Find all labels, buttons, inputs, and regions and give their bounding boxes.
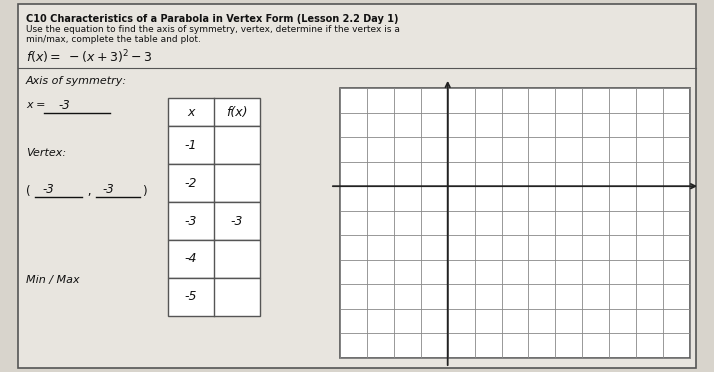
Text: -5: -5 <box>185 291 197 304</box>
Text: -3: -3 <box>102 183 114 196</box>
Text: C10 Characteristics of a Parabola in Vertex Form (Lesson 2.2 Day 1): C10 Characteristics of a Parabola in Ver… <box>26 14 398 24</box>
Text: min/max, complete the table and plot.: min/max, complete the table and plot. <box>26 35 201 44</box>
Text: Axis of symmetry:: Axis of symmetry: <box>26 76 127 86</box>
Text: -3: -3 <box>231 215 243 228</box>
Text: x =: x = <box>26 100 49 110</box>
Bar <box>340 88 690 358</box>
Text: -3: -3 <box>58 99 70 112</box>
Text: Vertex:: Vertex: <box>26 148 66 158</box>
Text: -4: -4 <box>185 253 197 266</box>
Text: -1: -1 <box>185 138 197 151</box>
Text: Use the equation to find the axis of symmetry, vertex, determine if the vertex i: Use the equation to find the axis of sym… <box>26 25 400 34</box>
Text: ,: , <box>84 185 91 198</box>
Text: ): ) <box>142 185 146 198</box>
Bar <box>168 126 260 164</box>
Bar <box>168 202 260 240</box>
Bar <box>168 98 260 126</box>
Text: $f(x) = \; -(x+3)^2 - 3$: $f(x) = \; -(x+3)^2 - 3$ <box>26 48 152 65</box>
Bar <box>168 240 260 278</box>
Text: x: x <box>187 106 195 119</box>
Text: -3: -3 <box>185 215 197 228</box>
Bar <box>168 164 260 202</box>
Text: (: ( <box>26 185 31 198</box>
Bar <box>168 278 260 316</box>
Text: Min / Max: Min / Max <box>26 275 80 285</box>
Text: -3: -3 <box>42 183 54 196</box>
Text: -2: -2 <box>185 176 197 189</box>
Text: f(x): f(x) <box>226 106 248 119</box>
